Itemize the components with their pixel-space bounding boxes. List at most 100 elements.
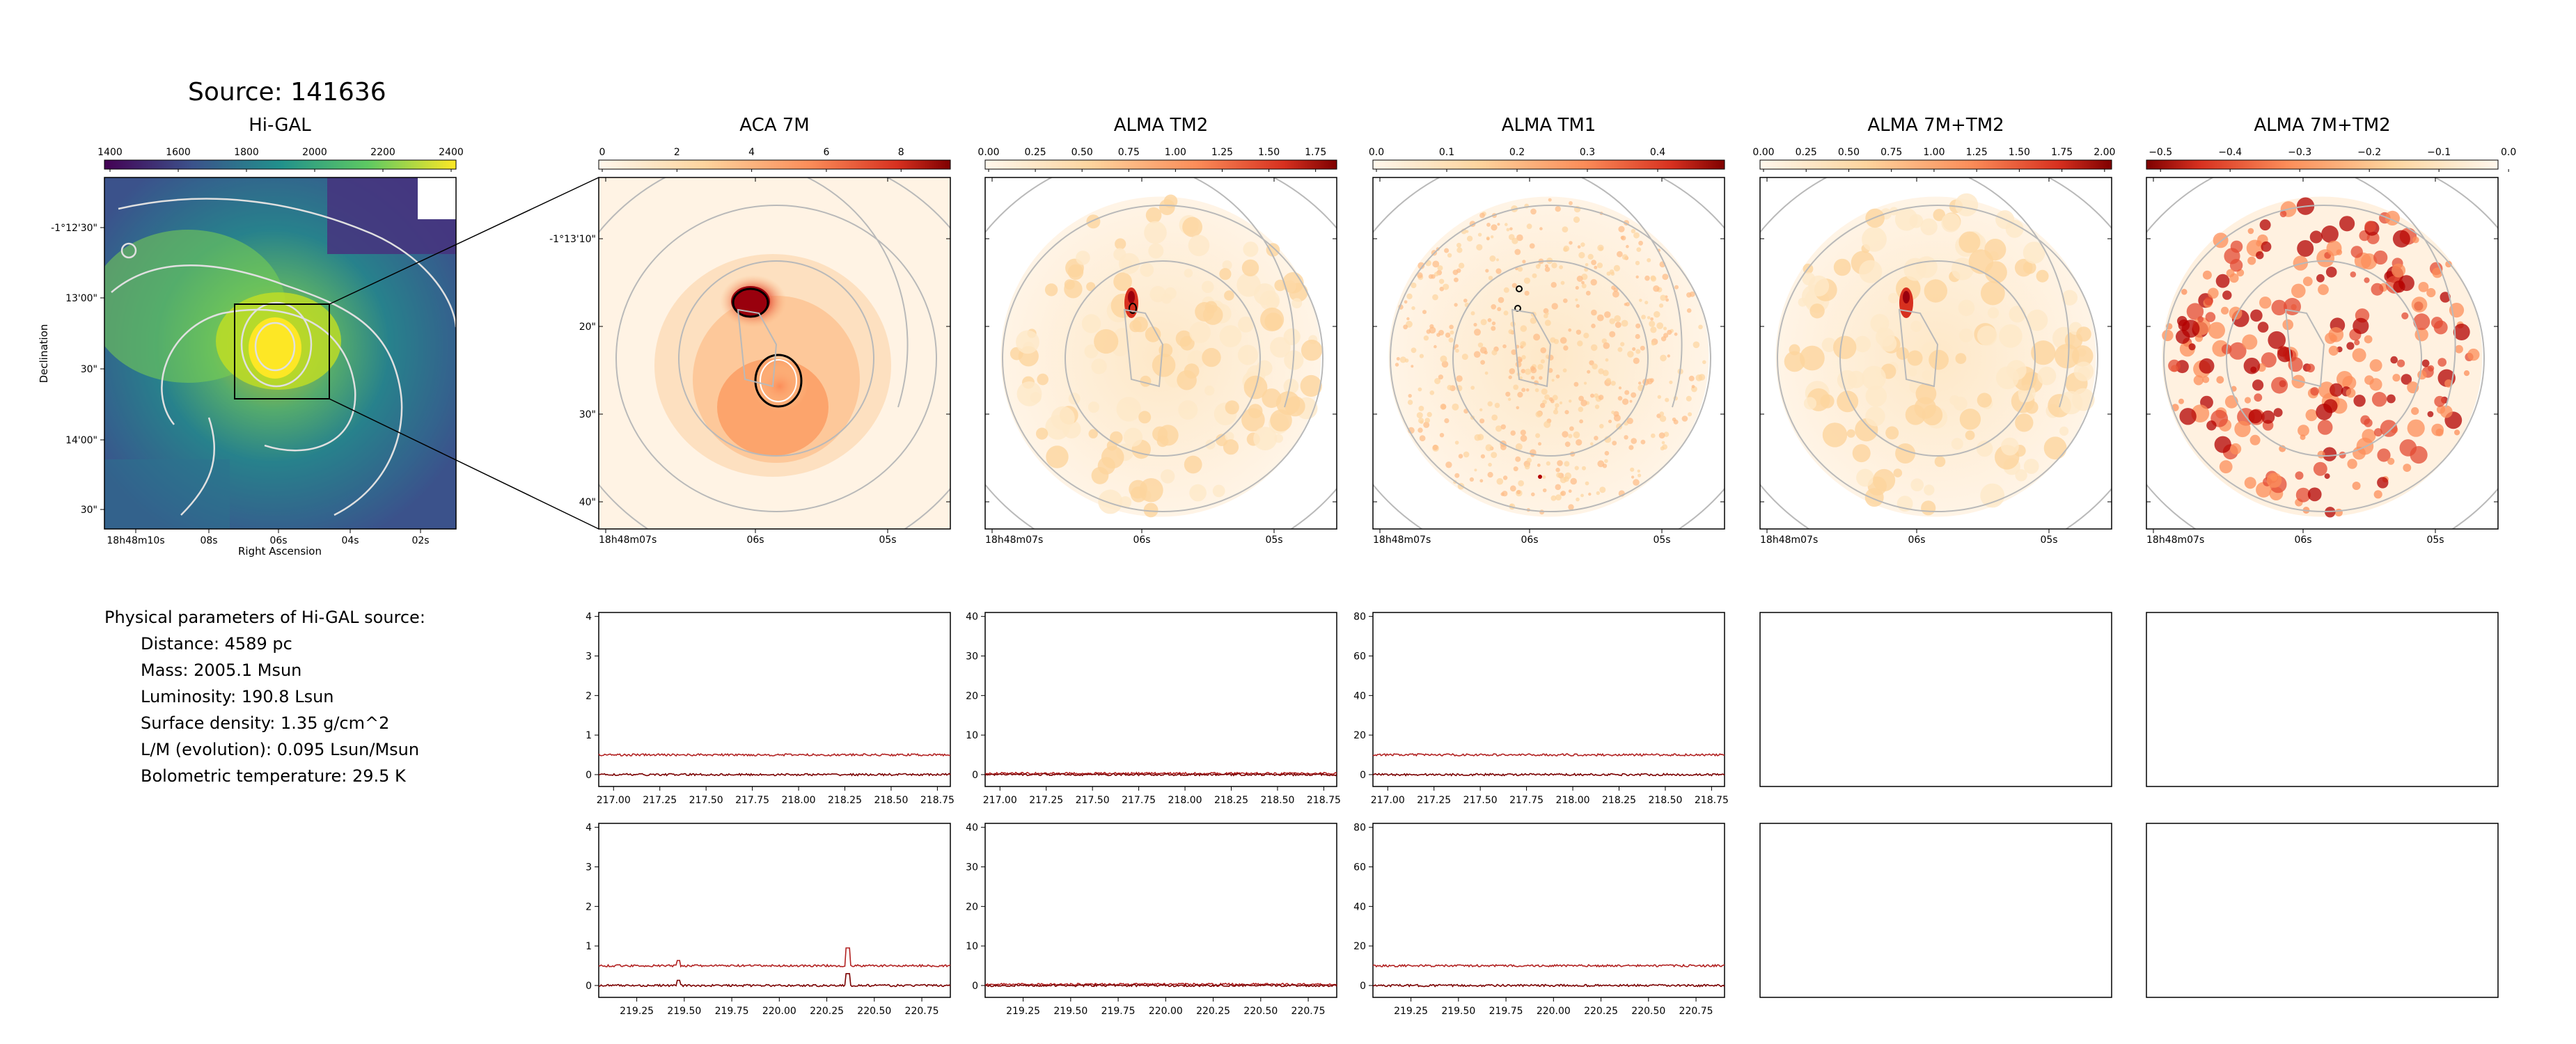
zoom-panel-image [599, 177, 950, 529]
colorbar-tick-label: 0.75 [1880, 147, 1902, 158]
colorbar-tick-label: 1.75 [1305, 147, 1326, 158]
y-tick-label: 10 [966, 941, 978, 952]
spectrum-panel-r2-c4 [1759, 823, 2112, 998]
spectrum-panel-r2-c3: 0 20 40 60 80 219.25 219.50 219.75 220.00 220.25 2… [1353, 823, 1725, 1017]
colorbar-tick-label: 0.0 [2501, 147, 2516, 158]
y-tick-label: -1°12'30" [51, 223, 97, 234]
colorbar-tick-label: 1.25 [1966, 147, 1988, 158]
x-tick-label: 220.75 [1679, 1006, 1713, 1017]
y-tick-label: 80 [1353, 823, 1366, 834]
param-lm-evolution: L/M (evolution): 0.095 Lsun/Msun [141, 740, 419, 759]
x-tick-label: 217.25 [643, 795, 677, 806]
x-tick-label: 220.25 [810, 1006, 844, 1017]
y-tick-label: 20 [966, 690, 978, 702]
x-tick-label: 217.50 [1076, 795, 1110, 806]
x-tick-label: 06s [1521, 535, 1538, 546]
y-tick-label: 20 [1353, 730, 1366, 741]
colorbar-tick-label: 0.2 [1509, 147, 1525, 158]
colorbar-tick-label: 1.50 [1258, 147, 1280, 158]
x-tick-label: 05s [1653, 535, 1670, 546]
spectrum-line [1372, 963, 1725, 968]
colorbar-tick-label: 0.25 [1025, 147, 1046, 158]
zoom-panel-image [1373, 177, 1725, 529]
colorbar-tick-label: 6 [823, 147, 829, 158]
x-tick-label: 218.75 [920, 795, 955, 806]
y-tick-label: 60 [1353, 651, 1366, 663]
y-tick-label: 20 [966, 901, 978, 912]
spectrum-panel-r2-c1: 0 1 2 3 4 219.25 219.50 219.75 220.00 220.25 220.5… [586, 823, 951, 1017]
colorbar-tick-label: 0.00 [1752, 147, 1774, 158]
y-tick-label: 2 [586, 690, 592, 702]
colorbar-tick-label: 1400 [97, 147, 123, 158]
zoom-panel-title: ALMA 7M+TM2 [2254, 115, 2390, 136]
zoom-panel-image [2146, 177, 2498, 529]
colorbar-tick-label: 0.4 [1650, 147, 1665, 158]
y-tick-label: 14'00" [65, 435, 97, 446]
x-tick-label: 218.00 [782, 795, 816, 806]
spectrum-line [598, 752, 951, 757]
colorbar-tick-label: 2200 [370, 147, 395, 158]
y-tick-label: 1 [586, 730, 592, 741]
colorbar-tick-label: 0.75 [1118, 147, 1140, 158]
x-tick-label: 220.75 [1291, 1006, 1326, 1017]
zoom-panel-colorbar [1759, 159, 2112, 170]
x-tick-label: 217.00 [983, 795, 1017, 806]
x-tick-label: 219.25 [620, 1006, 654, 1017]
spectrum-line [1372, 983, 1725, 988]
x-tick-label: 220.00 [1149, 1006, 1183, 1017]
params-heading: Physical parameters of Hi-GAL source: [104, 608, 425, 627]
zoom-panel-colorbar [2146, 159, 2499, 170]
x-tick-label: 05s [2040, 535, 2057, 546]
x-tick-label: 219.75 [1489, 1006, 1523, 1017]
x-tick-label: 220.75 [905, 1006, 939, 1017]
higal-panel: Hi-GAL 1400 1600 1800 2000 2200 2400 18h48m10… [38, 115, 464, 557]
x-tick-label: 18h48m07s [2146, 535, 2204, 546]
x-tick-label: 217.50 [689, 795, 723, 806]
y-tick-label: 0 [586, 981, 592, 992]
y-tick-label: 80 [1353, 612, 1366, 623]
x-tick-label: 217.00 [1371, 795, 1405, 806]
zoom-panel-colorbar [984, 159, 1337, 170]
y-tick-label: 30 [966, 862, 978, 873]
y-tick-label: -1°13'10" [549, 234, 596, 245]
spectrum-line [1372, 752, 1725, 757]
x-tick-label: 218.50 [1260, 795, 1294, 806]
x-tick-label: 217.50 [1463, 795, 1498, 806]
x-tick-label: 06s [746, 535, 764, 546]
x-tick-label: 218.50 [1648, 795, 1682, 806]
x-tick-label: 219.50 [1053, 1006, 1087, 1017]
colorbar-tick-label: −0.5 [2149, 147, 2172, 158]
physical-parameters: Physical parameters of Hi-GAL source: Di… [104, 608, 425, 786]
y-tick-label: 0 [1360, 981, 1366, 992]
spectrum-line [1372, 773, 1725, 777]
colorbar-tick-label: 4 [748, 147, 755, 158]
spectra-grid: 0 1 2 3 4 217.00 217.25 217.50 217.75 218.00 218.2… [586, 612, 2499, 1017]
colorbar-tick-label: 0.50 [1071, 147, 1093, 158]
higal-colorbar [104, 159, 457, 170]
param-distance: Distance: 4589 pc [141, 634, 292, 654]
colorbar-tick-label: 8 [898, 147, 904, 158]
x-tick-label: 02s [411, 535, 429, 546]
x-tick-label: 220.00 [762, 1006, 796, 1017]
x-tick-label: 219.75 [1101, 1006, 1136, 1017]
colorbar-tick-label: 1.00 [1165, 147, 1186, 158]
x-tick-label: 218.50 [874, 795, 908, 806]
colorbar-tick-label: 1.00 [1923, 147, 1945, 158]
x-tick-label: 18h48m10s [107, 535, 164, 546]
x-tick-label: 217.75 [1122, 795, 1156, 806]
zoom-panel-title: ALMA TM1 [1502, 115, 1596, 136]
y-tick-label: 30" [81, 364, 97, 375]
x-tick-label: 06s [1908, 535, 1925, 546]
y-tick-label: 3 [586, 651, 592, 663]
x-tick-label: 220.50 [1631, 1006, 1665, 1017]
y-tick-label: 0 [586, 770, 592, 781]
zoom-connector-top [329, 177, 599, 305]
x-tick-label: 18h48m07s [599, 535, 657, 546]
x-tick-label: 219.25 [1394, 1006, 1428, 1017]
x-tick-label: 218.25 [1602, 795, 1636, 806]
y-tick-label: 20 [1353, 941, 1366, 952]
param-bolometric-temperature: Bolometric temperature: 29.5 K [141, 766, 407, 786]
zoom-panel-5: ALMA 7M+TM2 −0.5 −0.4 −0.3 −0.2 −0.1 0.0 18h48m… [2146, 115, 2516, 546]
spectrum-panel-r1-c3: 0 20 40 60 80 217.00 217.25 217.50 217.75 218.00 2… [1353, 612, 1729, 806]
